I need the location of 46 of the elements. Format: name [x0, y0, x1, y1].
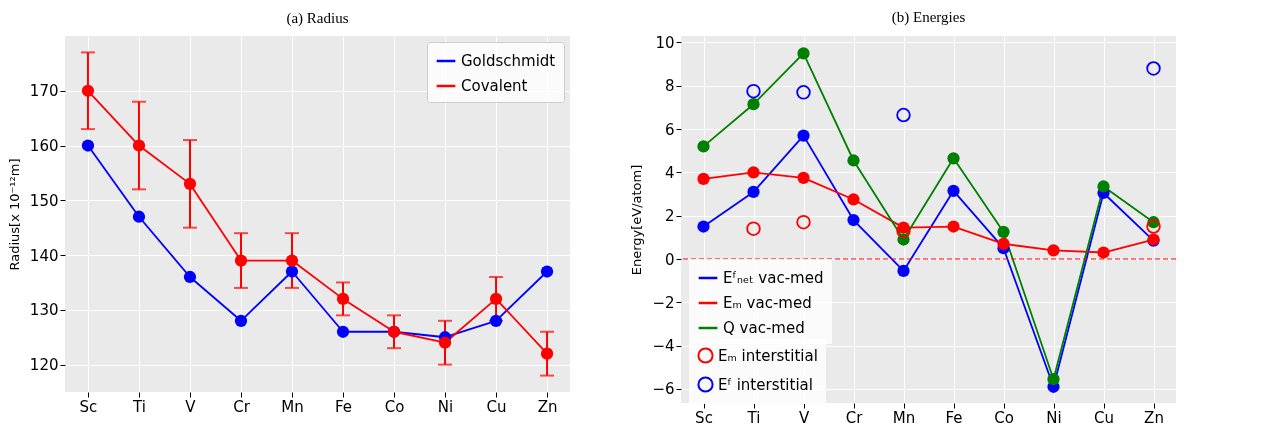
x-tick-label: Zn [537, 397, 558, 416]
x-tick-label: Cu [486, 397, 507, 416]
y-tick-label: 4 [664, 163, 675, 182]
y-tick-label: 140 [29, 246, 59, 265]
x-tick-label: V [798, 408, 810, 427]
x-tick-label: Ti [746, 408, 761, 427]
y-tick-label: 150 [29, 191, 59, 210]
x-tick-label: Mn [892, 408, 916, 427]
y-tick-label: 10 [655, 34, 675, 52]
y-tick-label: 2 [664, 207, 675, 226]
x-tick-label: Sc [79, 397, 98, 416]
y-tick-label: 6 [664, 120, 675, 139]
y-tick-label: 0 [664, 250, 675, 269]
y-axis-title: Energy[eV/atom] [629, 164, 645, 276]
x-tick-label: Cr [233, 397, 251, 416]
x-tick-label: Ni [1046, 408, 1062, 427]
legend-label: Goldschmidt [461, 52, 556, 70]
x-tick-label: Fe [334, 397, 353, 416]
y-tick-label: −4 [652, 337, 675, 356]
x-tick-label: Ni [437, 397, 454, 416]
legend-label: Eᶠ interstitial [718, 375, 813, 394]
legend-label: Covalent [461, 77, 528, 95]
x-tick-label: Mn [281, 397, 304, 416]
x-tick-label: Cu [1094, 408, 1114, 427]
y-tick-label: −6 [652, 380, 675, 399]
y-tick-label: 170 [29, 82, 59, 101]
y-tick-label: 130 [29, 301, 59, 320]
legend-label: Eₘ interstitial [718, 346, 818, 365]
x-tick-label: Ti [132, 397, 146, 416]
x-tick-label: Cr [845, 408, 864, 427]
x-tick-label: V [185, 397, 197, 416]
y-tick-label: 160 [29, 137, 59, 156]
y-tick-label: 8 [664, 77, 675, 96]
x-tick-label: Co [994, 408, 1014, 427]
legend-label: Eᶠₙₑₜ vac-med [723, 269, 824, 287]
y-axis-title: Radius[x 10⁻¹²m] [6, 158, 22, 271]
chart-title: (a) Radius [286, 10, 349, 27]
chart-title: (b) Energies [891, 9, 966, 27]
y-tick-label: −2 [652, 293, 675, 312]
x-tick-label: Fe [945, 408, 963, 427]
x-tick-label: Co [384, 397, 405, 416]
y-tick-label: 120 [29, 356, 59, 375]
x-tick-label: Sc [695, 408, 713, 427]
legend-label: Q vac-med [723, 319, 805, 337]
x-tick-label: Zn [1144, 408, 1164, 427]
legend-label: Eₘ vac-med [723, 294, 812, 312]
